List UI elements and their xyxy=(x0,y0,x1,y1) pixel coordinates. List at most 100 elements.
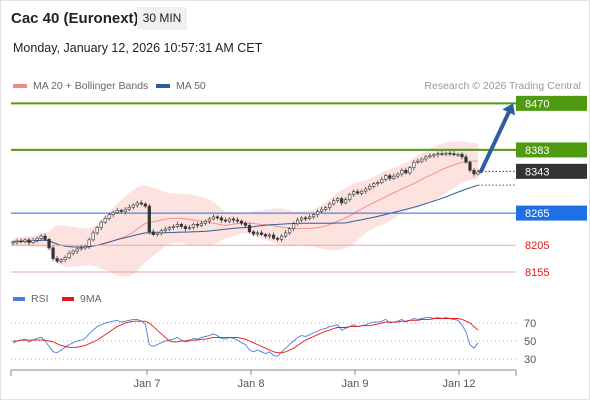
candle-up xyxy=(87,239,91,247)
candle-up xyxy=(372,183,376,187)
candle-up xyxy=(336,198,340,202)
candle-up xyxy=(424,156,428,160)
candle-down xyxy=(19,240,23,243)
level-label-8155: 8155 xyxy=(525,267,549,279)
candle-up xyxy=(115,210,119,213)
candle-down xyxy=(340,198,344,204)
candle-up xyxy=(368,186,372,190)
candle-down xyxy=(468,161,472,171)
candle-up xyxy=(300,217,304,221)
candle-up xyxy=(211,216,216,220)
rsi-ma-swatch xyxy=(62,297,74,301)
candle-up xyxy=(416,160,420,163)
timeframe-button[interactable]: 30 MIN xyxy=(137,7,187,30)
candle-up xyxy=(408,167,412,174)
legend-ma50: MA 50 xyxy=(156,80,206,92)
candle-down xyxy=(440,153,444,155)
rsi-tick-50: 50 xyxy=(524,336,536,348)
candle-up xyxy=(283,232,288,237)
rsi-line xyxy=(12,317,479,357)
candle-up xyxy=(187,227,191,229)
candle-up xyxy=(107,214,111,219)
candle-up xyxy=(324,207,328,210)
ma20-legend-label: MA 20 + Bollinger Bands xyxy=(33,80,149,92)
candle-up xyxy=(15,240,19,243)
candle-down xyxy=(247,225,252,233)
candle-up xyxy=(95,227,99,234)
candle-down xyxy=(43,235,47,240)
candle-up xyxy=(428,155,432,158)
candle-up xyxy=(292,223,296,229)
candle-down xyxy=(183,226,187,229)
candle-down xyxy=(235,219,240,222)
rsi-ma-line xyxy=(13,318,479,354)
current-price-badge xyxy=(516,163,587,179)
candle-down xyxy=(464,156,468,163)
candle-up xyxy=(123,209,127,212)
candle-down xyxy=(448,152,452,155)
candle-down xyxy=(452,153,456,156)
candle-up xyxy=(412,161,416,168)
candle-down xyxy=(231,218,236,221)
level-badge-8383 xyxy=(516,142,587,158)
legend-rsi-ma: 9MA xyxy=(62,293,102,305)
candle-up xyxy=(131,204,135,208)
candle-up xyxy=(456,153,460,156)
candle-up xyxy=(39,235,43,239)
candle-down xyxy=(356,191,360,194)
candle-up xyxy=(91,232,95,241)
level-label-8205: 8205 xyxy=(525,240,549,252)
candle-up xyxy=(376,182,380,184)
candle-up xyxy=(267,234,272,237)
instrument-title: Cac 40 (Euronext) xyxy=(11,10,139,27)
candle-up xyxy=(203,220,208,224)
level-label-8470: 8470 xyxy=(525,98,549,110)
candle-up xyxy=(31,240,35,243)
candle-up xyxy=(296,219,300,225)
candle-up xyxy=(111,212,115,215)
candle-up xyxy=(171,226,175,228)
candle-up xyxy=(207,218,212,222)
candle-down xyxy=(223,219,228,222)
candle-up xyxy=(67,252,71,258)
credit-label: Research © 2026 Trading Central xyxy=(424,80,581,92)
candle-down xyxy=(472,169,476,175)
candle-down xyxy=(259,232,264,235)
candle-down xyxy=(139,202,143,205)
candle-up xyxy=(344,199,348,204)
candle-up xyxy=(320,209,324,212)
candle-up xyxy=(255,232,260,235)
rsi-tick-30: 30 xyxy=(524,354,536,366)
candle-down xyxy=(119,210,123,212)
candle-up xyxy=(287,228,292,234)
candle-up xyxy=(352,191,356,195)
candle-up xyxy=(79,247,83,250)
candle-up xyxy=(23,239,27,242)
projection-arrow xyxy=(479,110,511,174)
candle-up xyxy=(436,153,440,156)
candle-up xyxy=(159,230,163,234)
ma50-swatch xyxy=(156,84,170,88)
current-price-label: 8343 xyxy=(525,166,549,178)
candle-up xyxy=(135,202,139,206)
x-axis-label: Jan 8 xyxy=(238,378,265,390)
x-axis-label: Jan 12 xyxy=(442,378,475,390)
candle-up xyxy=(420,158,424,162)
candle-up xyxy=(191,224,195,228)
rsi-tick-70: 70 xyxy=(524,318,536,330)
candle-up xyxy=(75,248,79,252)
level-label-8383: 8383 xyxy=(525,145,549,157)
ma50-legend-label: MA 50 xyxy=(176,80,206,92)
x-axis-label: Jan 9 xyxy=(342,378,369,390)
candle-up xyxy=(316,211,320,215)
level-label-8265: 8265 xyxy=(525,208,549,220)
candle-up xyxy=(384,175,388,180)
candle-up xyxy=(163,228,167,232)
candle-up xyxy=(348,194,352,201)
rsi-ma-legend-label: 9MA xyxy=(80,293,102,305)
candle-down xyxy=(239,220,244,224)
candle-down xyxy=(151,231,155,235)
candle-down xyxy=(55,258,59,262)
candle-down xyxy=(143,203,147,207)
